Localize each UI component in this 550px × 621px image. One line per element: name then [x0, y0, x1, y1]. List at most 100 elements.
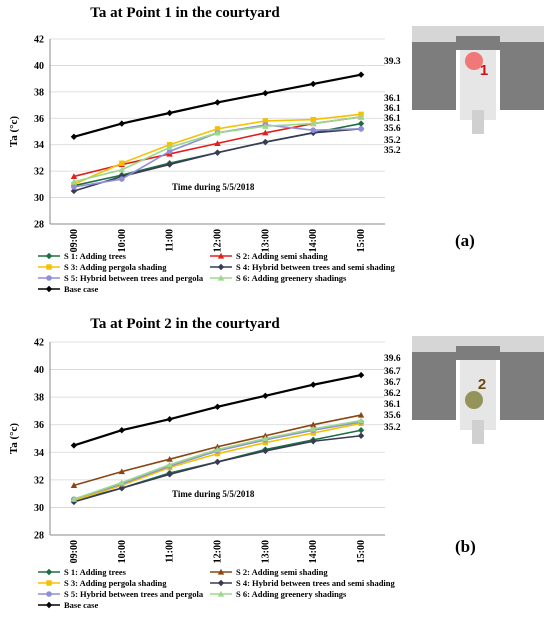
courtyard-plan-inset: 1 — [412, 26, 544, 134]
end-value-label: 35.2 — [384, 146, 401, 156]
data-point — [166, 455, 173, 462]
data-point — [214, 126, 221, 132]
y-tick-label: 38 — [34, 393, 44, 404]
legend-label: S 3: Adding pergola shading — [64, 578, 167, 588]
y-tick-label: 36 — [34, 420, 44, 431]
legend-label: S 4: Hybrid between trees and semi shadi… — [236, 262, 396, 272]
data-point — [70, 178, 78, 185]
y-tick-label: 28 — [34, 531, 44, 542]
legend-swatch-marker — [217, 568, 225, 575]
inset-building-left — [412, 42, 456, 110]
data-point — [70, 442, 78, 449]
y-tick-label: 28 — [34, 220, 44, 231]
x-tick-label: 12:00 — [213, 229, 224, 252]
data-point — [262, 129, 269, 136]
data-point — [166, 161, 173, 168]
data-point — [262, 392, 269, 399]
data-point — [71, 184, 77, 190]
data-point — [310, 116, 316, 123]
data-point — [310, 80, 317, 88]
x-tick-label: 14:00 — [308, 229, 319, 252]
series-6 — [70, 417, 365, 502]
end-value-label: 36.1 — [384, 114, 401, 124]
data-point — [214, 99, 221, 106]
data-point — [262, 138, 269, 146]
y-tick-label: 36 — [34, 114, 44, 125]
legend-label: S 5: Hybrid between trees and pergola — [64, 273, 204, 283]
data-point — [214, 458, 221, 466]
data-point — [214, 446, 221, 453]
series-7 — [70, 71, 365, 140]
end-value-label: 39.6 — [384, 354, 401, 364]
y-axis-label: Ta (°c) — [8, 116, 20, 148]
legend: S 1: Adding trees S 2: Adding semi shadin… — [38, 251, 396, 294]
measurement-point-icon — [465, 391, 483, 409]
data-point — [358, 126, 364, 132]
data-point — [70, 482, 78, 488]
y-tick-label: 40 — [34, 365, 44, 376]
inset-block — [508, 336, 544, 352]
end-value-label: 36.1 — [384, 94, 401, 104]
panel-label: (b) — [455, 537, 476, 556]
legend-label: Base case — [64, 600, 98, 610]
series-4 — [70, 432, 365, 506]
inset-block — [412, 26, 448, 42]
time-annotation: Time during 5/5/2018 — [172, 489, 255, 499]
data-point — [214, 129, 221, 136]
data-point — [357, 427, 365, 434]
legend-label: S 6: Adding greenery shadings — [236, 273, 347, 283]
end-value-label: 36.7 — [384, 378, 401, 388]
data-point — [262, 89, 269, 97]
y-tick-label: 32 — [34, 475, 44, 486]
data-point — [357, 411, 365, 418]
data-point — [70, 133, 78, 140]
legend-swatch-marker — [217, 252, 225, 259]
y-tick-label: 34 — [34, 140, 44, 151]
data-point — [357, 432, 365, 439]
measurement-point-icon — [465, 52, 483, 70]
inset-building-top — [456, 36, 500, 50]
end-value-label: 35.2 — [384, 423, 401, 433]
chart-title: Ta at Point 1 in the courtyard — [90, 5, 280, 21]
x-tick-label: 15:00 — [356, 540, 367, 563]
data-point — [118, 484, 125, 492]
data-point — [166, 416, 173, 423]
legend-label: S 2: Adding semi shading — [236, 251, 328, 261]
time-annotation: Time during 5/5/2018 — [172, 182, 255, 192]
data-point — [70, 187, 78, 195]
end-value-label: 36.2 — [384, 389, 401, 399]
end-value-label: 35.2 — [384, 136, 401, 146]
x-tick-label: 10:00 — [117, 540, 128, 563]
data-point — [357, 113, 365, 120]
legend-swatch-marker — [46, 591, 52, 597]
legend-label: S 4: Hybrid between trees and semi shadi… — [236, 578, 396, 588]
legend: S 1: Adding trees S 2: Adding semi shadin… — [38, 567, 396, 610]
inset-entrance — [472, 420, 484, 444]
chart-panel-1: Ta at Point 1 in the courtyard 28 30 32 34 36… — [8, 5, 544, 294]
end-value-label: 36.7 — [384, 367, 401, 377]
x-tick-label: 12:00 — [213, 540, 224, 563]
point-number-label: 2 — [478, 376, 486, 393]
legend-swatch-marker — [46, 264, 52, 270]
courtyard-plan-inset: 2 — [412, 336, 544, 444]
end-value-label: 39.3 — [384, 57, 401, 67]
data-point — [357, 71, 365, 78]
series-7 — [70, 371, 365, 449]
legend-label: S 5: Hybrid between trees and pergola — [64, 589, 204, 599]
inset-block — [412, 336, 448, 352]
series-2 — [70, 113, 365, 180]
data-point — [166, 109, 173, 117]
legend-swatch-marker — [45, 252, 53, 260]
inset-building-left — [412, 352, 456, 420]
legend-label: S 2: Adding semi shading — [236, 567, 328, 577]
inset-building-top — [456, 346, 500, 360]
data-point — [262, 118, 269, 124]
data-point — [166, 144, 173, 150]
legend-swatch-marker — [45, 601, 53, 609]
x-tick-label: 09:00 — [69, 229, 80, 252]
legend-label: S 6: Adding greenery shadings — [236, 589, 347, 599]
x-tick-label: 15:00 — [356, 229, 367, 252]
data-point — [310, 438, 317, 445]
series-6 — [70, 113, 365, 185]
y-tick-label: 30 — [34, 503, 44, 514]
